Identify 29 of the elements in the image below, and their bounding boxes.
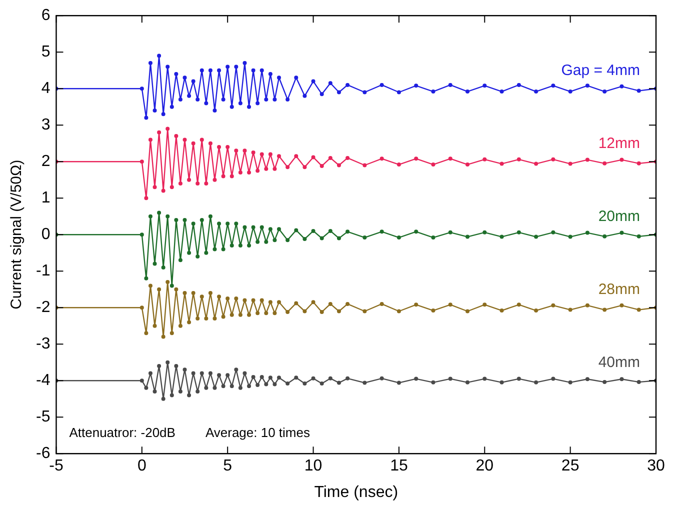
x-tick-label: 10 (304, 458, 322, 475)
x-tick-label: 5 (223, 458, 232, 475)
x-axis-title: Time (nsec) (314, 484, 398, 501)
y-tick-label: 0 (41, 226, 50, 244)
y-tick-label: -3 (36, 336, 50, 353)
y-tick-label: 3 (41, 116, 50, 134)
y-tick-label: 1 (41, 190, 50, 207)
series-label: 12mm (598, 135, 640, 152)
x-tick-label: 20 (476, 458, 494, 475)
y-tick-label: 4 (41, 80, 50, 98)
y-tick-label: 2 (41, 153, 50, 170)
annotation: Attenuatror: -20dB (69, 425, 176, 440)
series-label: 28mm (598, 281, 640, 298)
x-tick-label: 30 (647, 458, 665, 475)
y-tick-label: -5 (36, 408, 50, 426)
series-label: 40mm (598, 354, 640, 372)
y-tick-label: -2 (36, 299, 50, 316)
y-tick-label: -4 (36, 372, 50, 390)
series-label: 20mm (598, 208, 640, 226)
y-tick-label: 5 (41, 44, 50, 61)
x-tick-label: 15 (390, 458, 408, 475)
x-tick-label: 25 (561, 458, 580, 475)
y-tick-label: -1 (36, 262, 50, 280)
x-tick-label: 0 (137, 458, 146, 475)
series-label: Gap = 4mm (561, 62, 640, 80)
y-axis-title: Current signal (V/50Ω) (8, 160, 26, 310)
annotation: Average: 10 times (205, 425, 310, 440)
y-tick-label: -6 (36, 445, 50, 462)
y-tick-label: 6 (41, 7, 50, 24)
